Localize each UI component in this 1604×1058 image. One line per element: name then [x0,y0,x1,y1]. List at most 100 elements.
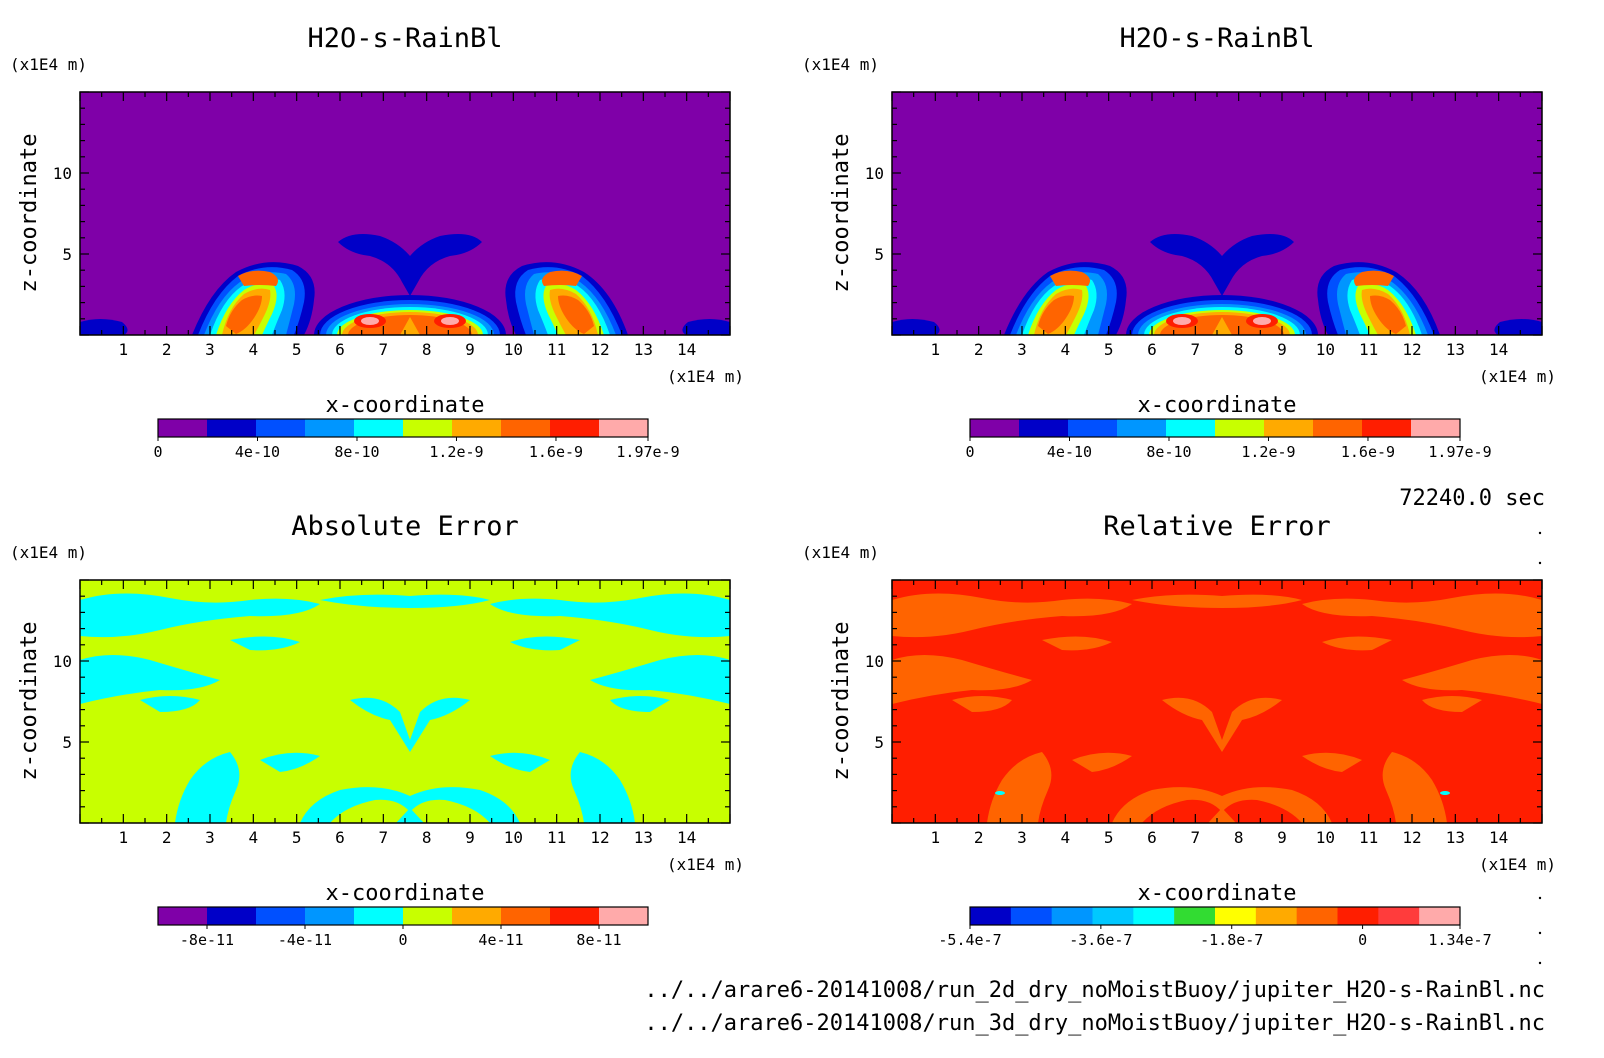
colorbar-label: 1.6e-9 [1341,443,1395,461]
colorbar-swatch [207,907,257,925]
colorbar-swatch [1215,907,1257,925]
x-tick-label: 12 [590,340,609,359]
x-tick-label: 10 [1316,828,1335,847]
colorbar-swatch [1133,907,1175,925]
x-tick-label: 4 [249,340,259,359]
colorbar-swatch [1215,419,1265,437]
x-tick-label: 3 [205,340,215,359]
x-tick-label: 8 [1234,340,1244,359]
field-contour-central-dome [1126,295,1318,335]
x-tick-label: 2 [974,828,984,847]
field-contour-central-dome [314,295,506,335]
x-axis-label: x-coordinate [326,881,485,906]
tick-marks [79,579,731,824]
tick-marks [891,579,1543,824]
y-tick-label: 10 [53,652,72,671]
colorbar-swatch [1378,907,1420,925]
panel-title: Absolute Error [291,511,519,542]
x-tick-labels: 1 2 3 4 5 6 7 8 9 10 11 12 13 14 [119,828,697,847]
x-tick-label: 9 [465,828,475,847]
y-tick-label: 5 [62,733,72,752]
field-contour-inner-red [1142,799,1302,823]
field-spot-cyan-right [1440,791,1450,795]
colorbar-swatch [305,907,355,925]
colorbar-label: 8e-11 [576,931,621,949]
y-axis-label: z-coordinate [829,134,854,293]
colorbar-swatch [403,419,453,437]
x-tick-label: 7 [379,340,389,359]
colorbar-swatch [158,907,208,925]
x-axis-label: x-coordinate [326,393,485,418]
x-tick-label: 5 [1104,828,1114,847]
colorbar-swatch [1019,419,1069,437]
x-tick-label: 12 [590,828,609,847]
colorbar-swatch [501,907,551,925]
x-tick-label: 13 [634,340,653,359]
x-tick-labels: 1 2 3 4 5 6 7 8 9 10 11 12 13 14 [931,340,1509,359]
x-tick-label: 10 [504,340,523,359]
x-tick-label: 14 [677,828,696,847]
field-contour-inner-yellow [330,799,490,823]
field-contour-inner-cyan [396,808,424,823]
x-tick-label: 8 [422,828,432,847]
x-tick-labels: 1 2 3 4 5 6 7 8 9 10 11 12 13 14 [119,340,697,359]
x-tick-label: 10 [504,828,523,847]
field-contour-ground-left [892,319,940,335]
colorbar-swatch [354,907,404,925]
y-axis-label: z-coordinate [17,134,42,293]
x-unit-label: (x1E4 m) [667,855,744,874]
x-tick-labels: 1 2 3 4 5 6 7 8 9 10 11 12 13 14 [931,828,1509,847]
colorbar: 0 4e-10 8e-10 1.2e-9 1.6e-9 1.97e-9 [965,418,1492,461]
x-tick-label: 1 [931,340,941,359]
x-tick-label: 6 [335,340,345,359]
x-tick-label: 6 [1147,340,1157,359]
field-spot-cyan-left [995,791,1005,795]
x-tick-label: 14 [1489,828,1508,847]
field-contour-inner-orange [1208,808,1236,823]
colorbar-swatch [158,419,208,437]
colorbar-label: -1.8e-7 [1200,931,1263,949]
file-path-2d: ../../arare6-20141008/run_2d_dry_noMoist… [644,978,1545,1003]
x-tick-label: 10 [1316,340,1335,359]
field-contour-blue-plume [338,234,482,296]
colorbar-swatch [1296,907,1338,925]
colorbar-label: 8e-10 [334,443,379,461]
x-unit-label: (x1E4 m) [1479,855,1556,874]
field-contour-right-plume [1317,262,1440,335]
colorbar-swatch [1362,419,1412,437]
field-contour-left-plume [1004,262,1127,335]
colorbar-label: 1.97e-9 [616,443,679,461]
x-tick-label: 2 [162,828,172,847]
colorbar: -8e-11 -4e-11 0 4e-11 8e-11 [157,906,649,949]
y-tick-label: 5 [874,245,884,264]
y-axis-label: z-coordinate [17,622,42,781]
x-tick-label: 13 [1446,828,1465,847]
x-tick-label: 11 [1359,828,1378,847]
y-tick-label: 5 [62,245,72,264]
y-tick-labels: 5 10 [53,164,72,264]
colorbar-label: -5.4e-7 [938,931,1001,949]
colorbar-swatch [599,907,649,925]
colorbar-swatch [1010,907,1053,925]
colorbar-label: 4e-10 [235,443,280,461]
colorbar-label: 4e-11 [478,931,523,949]
colorbar-swatch [1051,907,1093,925]
plot-area [80,92,730,335]
x-tick-label: 2 [974,340,984,359]
colorbar-swatch [1174,907,1216,925]
decorative-dots [1538,531,1542,965]
x-axis-label: x-coordinate [1138,881,1297,906]
colorbar-label: 0 [1358,931,1367,949]
colorbar-swatch [305,419,355,437]
x-tick-label: 5 [292,340,302,359]
colorbar-swatch [550,419,600,437]
plot-area [892,580,1542,823]
field-contour-ground-left [80,319,128,335]
colorbar-label: -8e-11 [180,931,234,949]
colorbar: 0 4e-10 8e-10 1.2e-9 1.6e-9 1.97e-9 [153,418,680,461]
x-tick-label: 7 [379,828,389,847]
panel-h2o-rain-3d: H2O-s-RainBl (x1E4 m) [802,23,1556,461]
colorbar-swatch [599,419,649,437]
x-tick-label: 3 [1017,828,1027,847]
